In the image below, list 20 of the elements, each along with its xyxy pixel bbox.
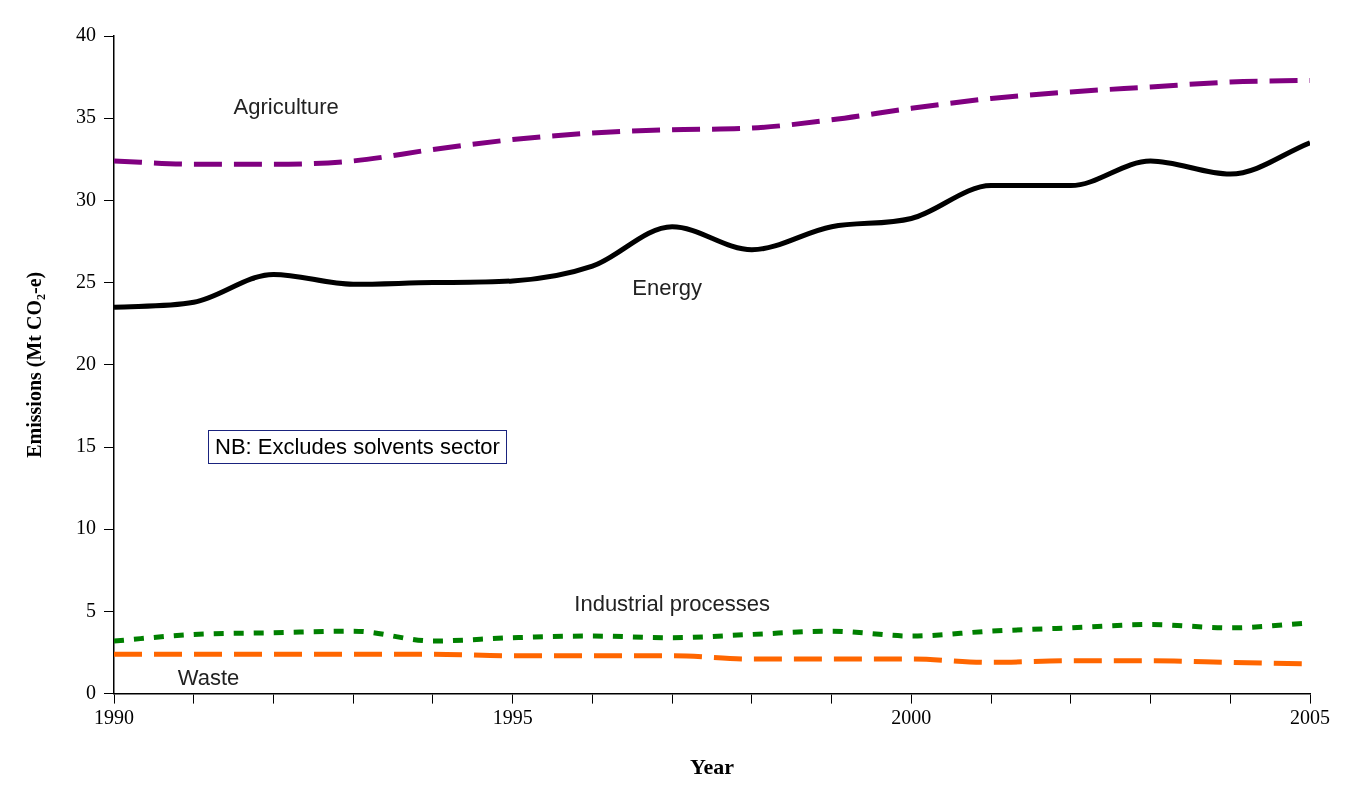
x-tick-label: 2005 [1290, 705, 1330, 728]
series-label: Waste [177, 664, 240, 690]
y-axis-title: Emissions (Mt CO₂-e) [23, 271, 47, 458]
series-label: Industrial processes [574, 590, 770, 616]
y-tick-label: 5 [86, 598, 96, 621]
series-label: Agriculture [233, 94, 339, 120]
y-tick-label: 10 [76, 516, 96, 539]
series-label: Energy [632, 275, 702, 301]
y-tick-label: 15 [76, 434, 96, 457]
x-tick-label: 1995 [492, 705, 533, 728]
x-axis-title: Year [690, 754, 735, 780]
y-tick-label: 30 [76, 187, 96, 210]
y-tick-label: 20 [76, 352, 96, 375]
x-tick-label: 1990 [94, 705, 134, 728]
x-tick-label: 2000 [891, 705, 932, 728]
y-tick-label: 0 [86, 680, 96, 703]
annotation: NB: Excludes solvents sector [208, 430, 507, 464]
y-tick-label: 25 [76, 269, 96, 292]
y-tick-label: 40 [76, 23, 96, 46]
y-tick-label: 35 [76, 105, 96, 128]
